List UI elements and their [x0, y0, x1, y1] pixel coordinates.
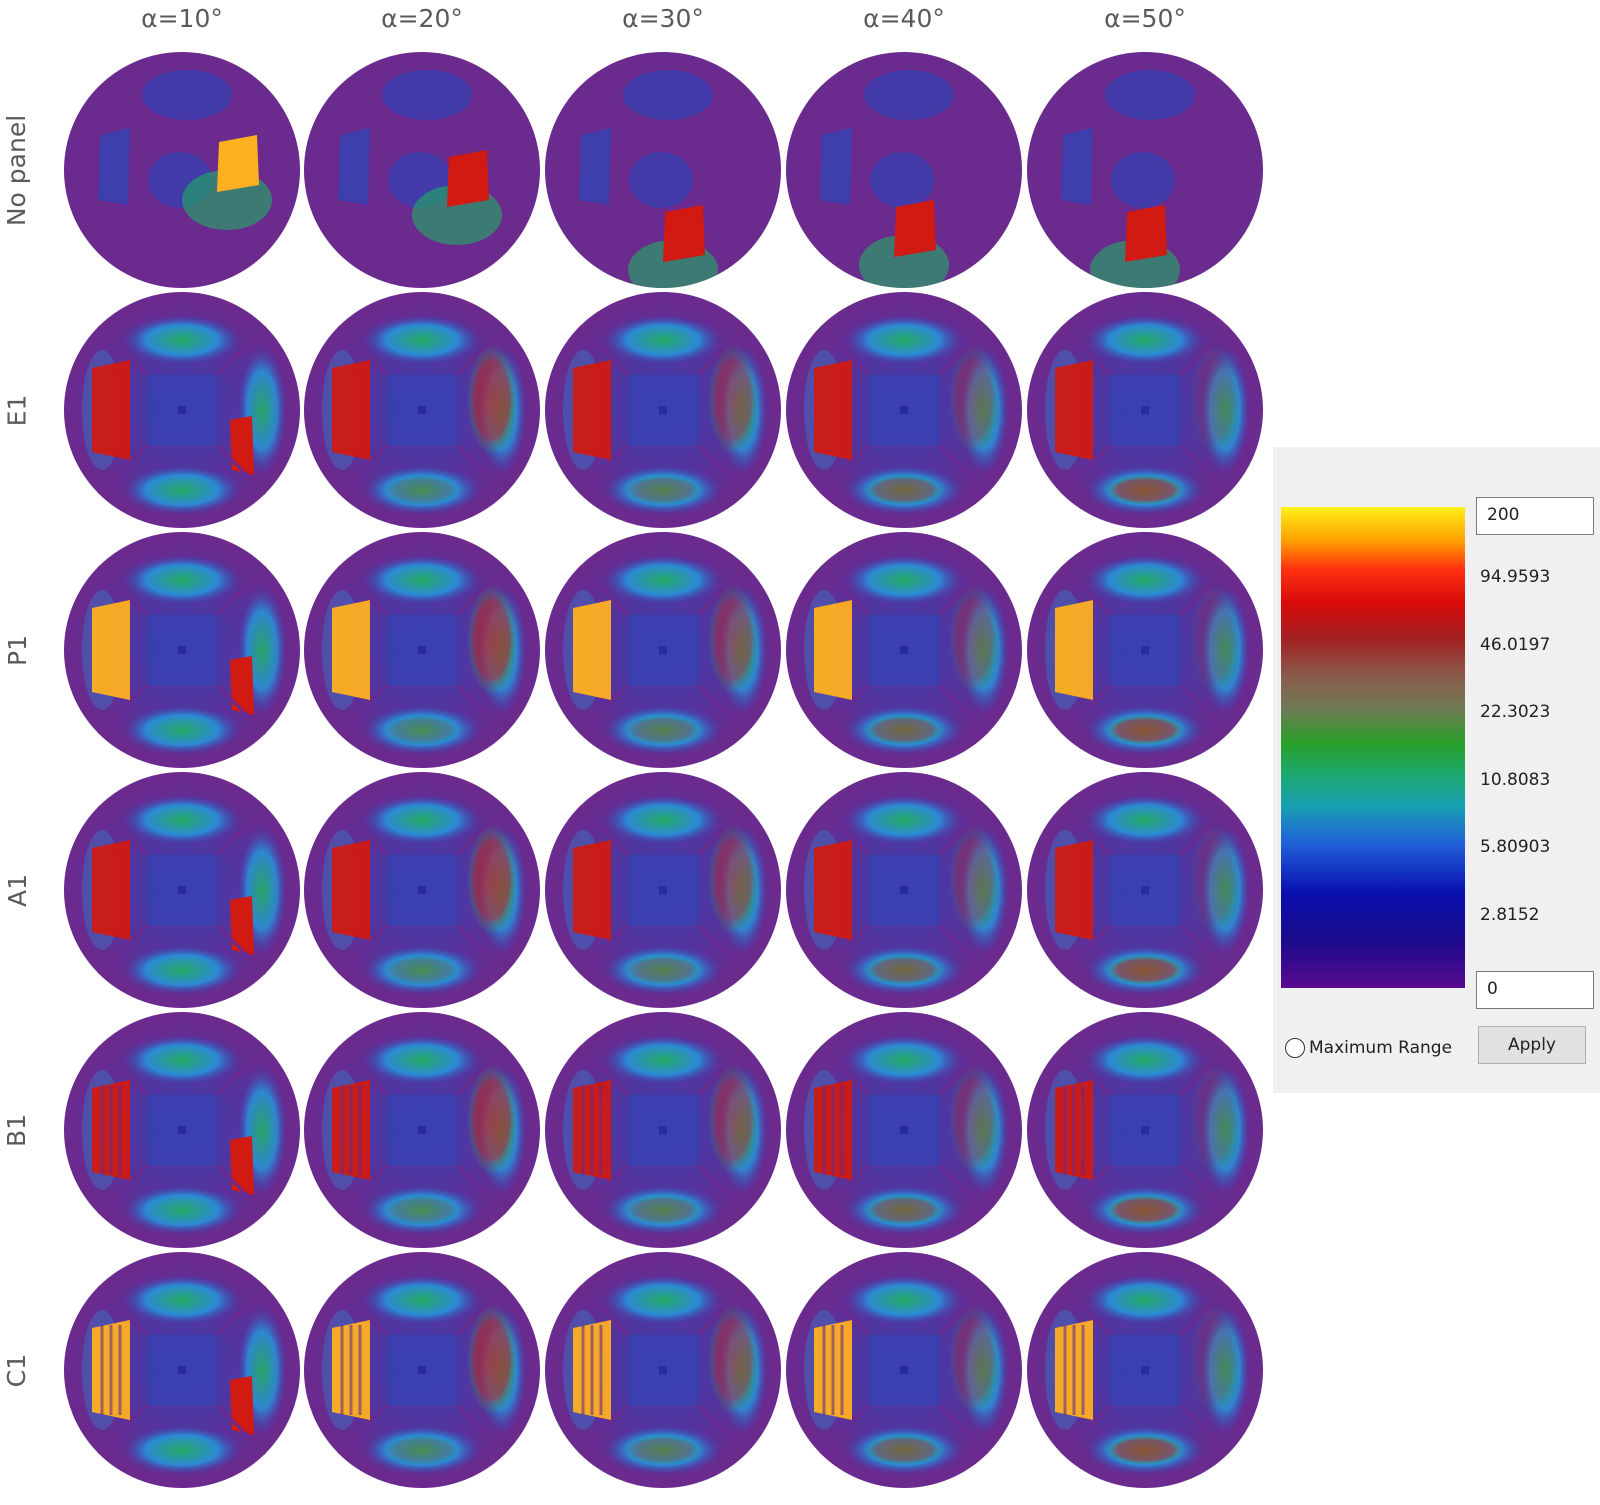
colorbar-tick: 5.80903 [1480, 837, 1551, 857]
fisheye-luminance-map [1025, 1010, 1265, 1250]
fisheye-luminance-map [62, 1010, 302, 1250]
fisheye-luminance-map [1025, 50, 1265, 290]
fisheye-luminance-map [62, 290, 302, 530]
fisheye-luminance-map [543, 290, 783, 530]
row-label: A1 [2, 873, 32, 907]
fisheye-luminance-map [62, 1250, 302, 1490]
row-label-wrap: No panel [2, 50, 32, 290]
row-label-wrap: E1 [2, 290, 32, 530]
row-label: P1 [2, 634, 32, 666]
legend-panel: 200 94.9593 46.0197 22.3023 10.8083 5.80… [1273, 447, 1600, 1093]
fisheye-luminance-map [784, 290, 1024, 530]
fisheye-luminance-map [784, 1010, 1024, 1250]
fisheye-luminance-map [543, 530, 783, 770]
fisheye-luminance-map [62, 530, 302, 770]
row-label-wrap: A1 [2, 770, 32, 1010]
fisheye-luminance-map [62, 770, 302, 1010]
colorbar [1281, 507, 1465, 988]
row-label-wrap: B1 [2, 1010, 32, 1250]
fisheye-luminance-map [302, 530, 542, 770]
apply-button[interactable]: Apply [1478, 1026, 1586, 1064]
fisheye-luminance-map [784, 770, 1024, 1010]
colorbar-tick: 22.3023 [1480, 702, 1551, 722]
row-label: No panel [2, 114, 32, 226]
range-max-input[interactable]: 200 [1476, 497, 1594, 535]
maximum-range-radio[interactable] [1285, 1038, 1305, 1058]
range-min-input[interactable]: 0 [1476, 971, 1594, 1009]
row-label: C1 [2, 1353, 32, 1387]
row-label-wrap: P1 [2, 530, 32, 770]
fisheye-luminance-map [784, 530, 1024, 770]
fisheye-luminance-map [302, 290, 542, 530]
row-label: B1 [2, 1113, 32, 1147]
maximum-range-label: Maximum Range [1309, 1038, 1453, 1058]
column-header: α=40° [863, 4, 945, 33]
fisheye-luminance-map [302, 50, 542, 290]
colorbar-tick: 46.0197 [1480, 635, 1551, 655]
fisheye-luminance-map [62, 50, 302, 290]
fisheye-luminance-map [302, 770, 542, 1010]
fisheye-luminance-map [543, 1010, 783, 1250]
column-header: α=50° [1104, 4, 1186, 33]
column-header: α=20° [381, 4, 463, 33]
column-header: α=10° [141, 4, 223, 33]
fisheye-luminance-map [543, 1250, 783, 1490]
column-header: α=30° [622, 4, 704, 33]
fisheye-luminance-map [302, 1250, 542, 1490]
maximum-range-option[interactable]: Maximum Range [1285, 1034, 1452, 1062]
fisheye-luminance-map [543, 770, 783, 1010]
row-label-wrap: C1 [2, 1250, 32, 1490]
colorbar-tick: 94.9593 [1480, 567, 1551, 587]
fisheye-luminance-map [302, 1010, 542, 1250]
colorbar-tick: 2.8152 [1480, 905, 1540, 925]
fisheye-luminance-map [784, 50, 1024, 290]
fisheye-luminance-map [784, 1250, 1024, 1490]
fisheye-luminance-map [1025, 770, 1265, 1010]
fisheye-luminance-map [1025, 530, 1265, 770]
row-label: E1 [2, 394, 32, 426]
colorbar-tick: 10.8083 [1480, 770, 1551, 790]
fisheye-luminance-map [1025, 1250, 1265, 1490]
fisheye-luminance-map [543, 50, 783, 290]
fisheye-luminance-map [1025, 290, 1265, 530]
